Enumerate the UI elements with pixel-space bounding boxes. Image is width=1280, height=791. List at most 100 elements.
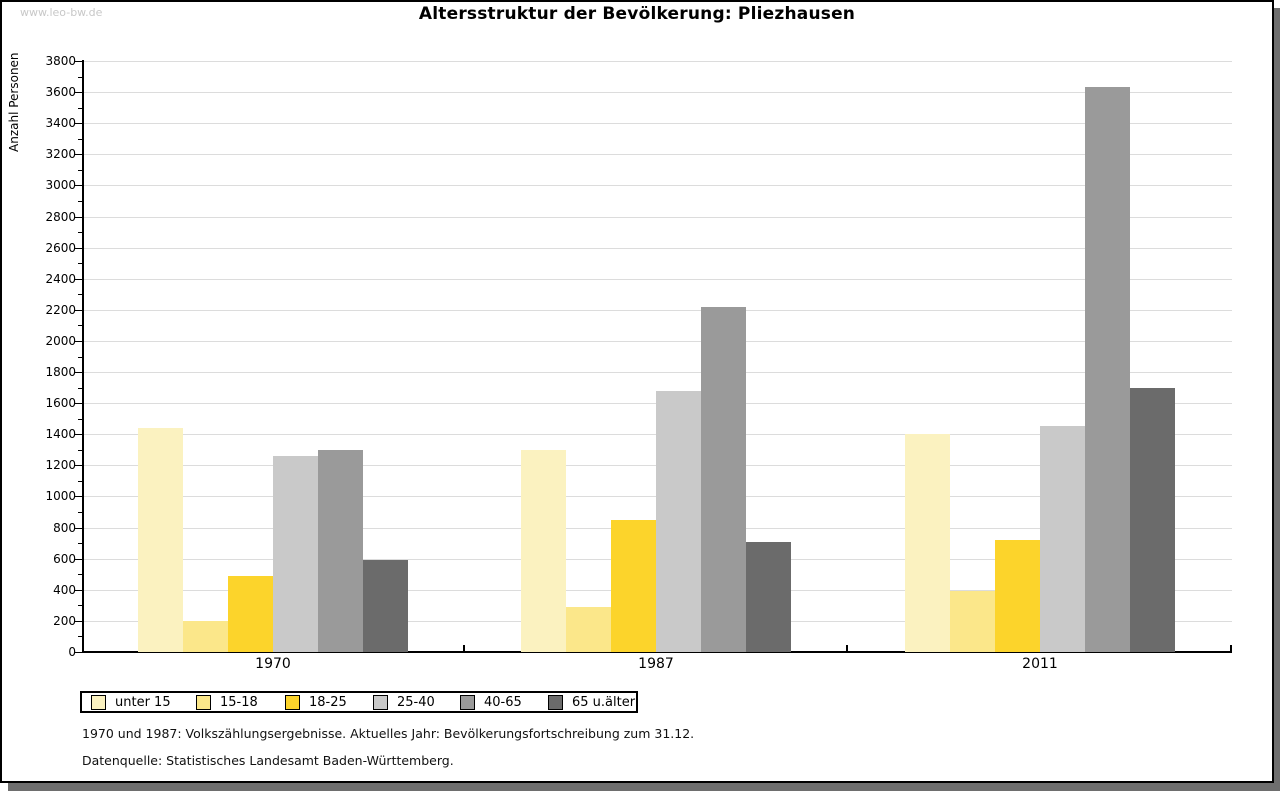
footnote-method: 1970 und 1987: Volkszählungsergebnisse. …	[82, 726, 695, 741]
legend-swatch	[548, 694, 563, 710]
bar-1970-unter-15	[138, 428, 183, 652]
y-tick-major	[75, 92, 82, 94]
legend-swatch	[373, 694, 388, 710]
gridline	[84, 278, 1232, 280]
y-tick-label: 0	[68, 645, 76, 659]
bar-1970-40-65	[318, 450, 363, 652]
gridline	[84, 372, 1232, 374]
y-tick-major	[75, 216, 82, 218]
y-tick-label: 1600	[45, 396, 76, 411]
gridline	[84, 247, 1232, 249]
legend-label: unter 15	[115, 694, 171, 710]
legend-swatch	[91, 694, 106, 710]
legend-swatch	[460, 694, 475, 710]
legend-item-25-40: 25-40	[373, 693, 435, 711]
y-tick-label: 1400	[45, 427, 76, 442]
bar-2011-65-u-lter	[1130, 388, 1175, 652]
y-tick-minor	[78, 636, 82, 638]
y-tick-label: 2600	[45, 240, 76, 255]
legend-label: 65 u.älter	[572, 694, 636, 710]
legend-item-18-25: 18-25	[285, 693, 347, 711]
legend-item-65-aelter: 65 u.älter	[548, 693, 635, 711]
x-tick	[846, 645, 848, 651]
legend-swatch	[285, 694, 300, 710]
y-tick-minor	[78, 294, 82, 296]
x-axis-line	[82, 651, 1232, 653]
gridline	[84, 340, 1232, 342]
gridline	[84, 123, 1232, 125]
y-tick-label: 2200	[45, 302, 76, 317]
bar-2011-unter-15	[905, 434, 950, 652]
y-tick-major	[75, 185, 82, 187]
legend-label: 18-25	[309, 694, 347, 710]
y-tick-label: 1000	[45, 489, 76, 504]
y-tick-minor	[78, 325, 82, 327]
bar-2011-25-40	[1040, 426, 1085, 652]
y-tick-minor	[78, 169, 82, 171]
gridline	[84, 61, 1232, 62]
bar-1970-18-25	[228, 576, 273, 652]
bar-1987-40-65	[701, 307, 746, 652]
y-tick-major	[75, 247, 82, 249]
y-tick-major	[75, 434, 82, 436]
y-tick-major	[75, 61, 82, 62]
gridline	[84, 185, 1232, 187]
bar-1970-15-18	[183, 621, 228, 652]
legend-label: 25-40	[397, 694, 435, 710]
y-tick-minor	[78, 356, 82, 358]
bar-2011-40-65	[1085, 87, 1130, 652]
y-tick-minor	[78, 263, 82, 265]
y-tick-label: 1200	[45, 458, 76, 473]
legend-label: 15-18	[220, 694, 258, 710]
y-tick-major	[75, 278, 82, 280]
legend-swatch	[196, 694, 211, 710]
watermark: www.leo-bw.de	[20, 6, 103, 19]
gridline	[84, 92, 1232, 94]
bar-2011-18-25	[995, 540, 1040, 652]
y-tick-label: 2400	[45, 271, 76, 286]
y-tick-minor	[78, 138, 82, 140]
legend-item-unter-15: unter 15	[91, 693, 171, 711]
y-tick-major	[75, 123, 82, 125]
y-tick-label: 600	[53, 551, 76, 566]
bar-1987-unter-15	[521, 450, 566, 652]
y-axis-label: Anzahl Personen	[7, 52, 21, 152]
footnote-source: Datenquelle: Statistisches Landesamt Bad…	[82, 753, 454, 768]
x-category-label: 1987	[638, 656, 674, 672]
x-category-label: 1970	[255, 656, 291, 672]
y-tick-label: 3400	[45, 116, 76, 131]
y-tick-minor	[78, 574, 82, 576]
y-tick-label: 2000	[45, 333, 76, 348]
x-tick	[1230, 645, 1232, 651]
y-tick-minor	[78, 76, 82, 78]
y-tick-minor	[78, 200, 82, 202]
x-category-label: 2011	[1022, 656, 1058, 672]
y-tick-label: 3200	[45, 147, 76, 162]
bar-2011-15-18	[950, 591, 995, 652]
y-tick-major	[75, 496, 82, 498]
y-tick-minor	[78, 605, 82, 607]
gridline	[84, 309, 1232, 311]
legend-item-15-18: 15-18	[196, 693, 258, 711]
y-tick-major	[75, 620, 82, 622]
gridline	[84, 154, 1232, 156]
bar-1987-65-u-lter	[746, 542, 791, 652]
legend-item-40-65: 40-65	[460, 693, 522, 711]
y-tick-minor	[78, 232, 82, 234]
y-tick-label: 3600	[45, 85, 76, 100]
bar-1970-25-40	[273, 456, 318, 652]
y-tick-label: 3800	[45, 54, 76, 68]
y-tick-major	[75, 652, 82, 653]
y-tick-major	[75, 403, 82, 405]
y-tick-major	[75, 558, 82, 560]
bar-1987-18-25	[611, 520, 656, 652]
y-tick-label: 1800	[45, 365, 76, 380]
y-tick-label: 3000	[45, 178, 76, 193]
y-tick-minor	[78, 512, 82, 514]
y-tick-major	[75, 372, 82, 374]
y-tick-label: 200	[53, 613, 76, 628]
bar-1970-65-u-lter	[363, 560, 408, 652]
y-tick-label: 800	[53, 520, 76, 535]
y-tick-minor	[78, 418, 82, 420]
